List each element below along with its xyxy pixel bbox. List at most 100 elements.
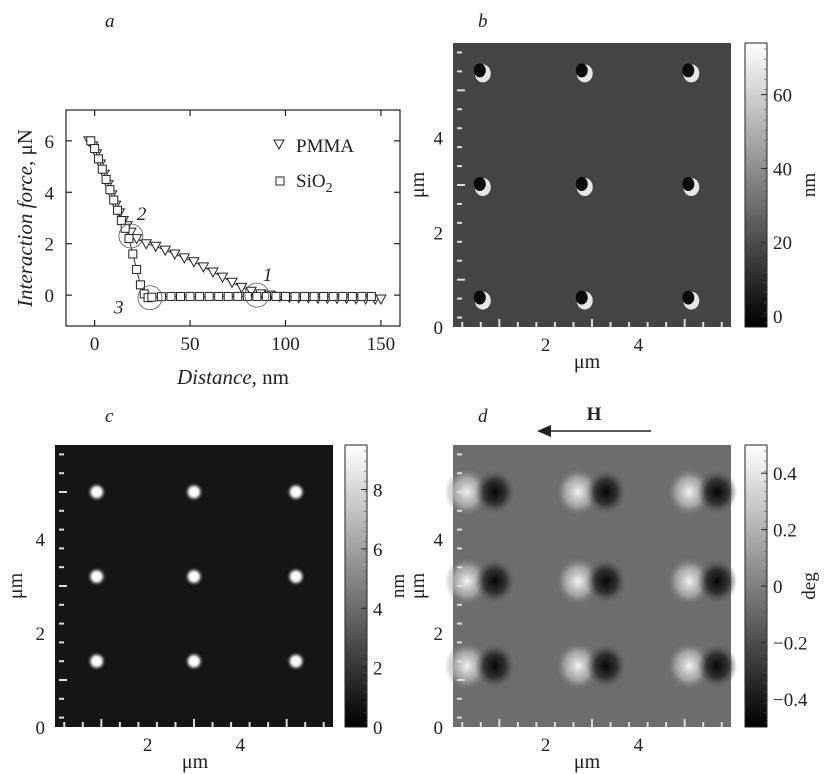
x-ruler-tick (248, 722, 251, 727)
x-ruler-tick (553, 722, 556, 727)
data-point-sio2 (204, 291, 214, 301)
y-ruler-tick (457, 184, 465, 186)
x-tick-label: 4 (236, 735, 246, 756)
x-ruler-tick (609, 322, 612, 327)
phase-dark-lobe (586, 559, 626, 604)
x-ruler-tick (100, 719, 103, 727)
dot-feature (682, 63, 695, 78)
x-tick-label: 100 (271, 334, 300, 355)
x-ruler-tick (267, 722, 270, 727)
y-tick-label: 4 (434, 129, 444, 150)
data-point-sio2 (347, 291, 357, 301)
colorbar-tick-label: 2 (373, 659, 383, 680)
x-tick-label: 4 (634, 735, 644, 756)
x-ruler-tick (230, 722, 233, 727)
y-tick-label: 2 (434, 223, 444, 244)
colorbar-tick-label: 8 (373, 481, 383, 502)
x-ruler-tick (591, 719, 593, 727)
dot-feature (473, 63, 486, 78)
panel-a-xlabel: Distance, nm (176, 365, 289, 389)
data-point-pmma (168, 249, 181, 261)
data-point-sio2 (105, 185, 115, 195)
dot-feature (682, 290, 695, 305)
x-ruler-tick (461, 722, 464, 727)
colorbar-tick-label: 20 (773, 233, 792, 254)
annotation-circle (118, 223, 144, 249)
dot-feature (575, 290, 588, 305)
x-ruler-tick (461, 322, 464, 327)
x-tick-label: 2 (143, 735, 153, 756)
phase-dark-lobe (586, 643, 626, 688)
x-ruler-tick (211, 722, 214, 727)
colorbar-tick-label: 60 (773, 86, 792, 107)
colorbar-tick-label: 0 (373, 718, 383, 739)
panel-b-ylabel: μm (407, 171, 429, 198)
data-point-sio2 (319, 291, 329, 301)
annotation-circle (244, 282, 270, 308)
x-ruler-tick (479, 722, 482, 727)
data-point-sio2 (176, 291, 186, 301)
y-ruler-tick (457, 509, 462, 512)
panel-c-colorbar-unit: nm (388, 574, 409, 599)
x-ruler-tick (479, 322, 482, 327)
y-ruler-tick (457, 547, 462, 550)
data-point-sio2 (90, 144, 100, 154)
y-ruler-tick (457, 278, 465, 281)
bump-core (92, 488, 101, 496)
bump-core (92, 572, 101, 581)
y-ruler-tick (457, 146, 462, 149)
data-point-sio2 (93, 154, 103, 164)
panel-b-image: 2 4 0 2 4 (434, 43, 731, 356)
phase-dark-lobe (697, 470, 738, 514)
field-arrow: H (537, 404, 651, 437)
data-point-pmma (178, 253, 191, 264)
data-point-pmma (216, 272, 229, 284)
y-tick-label: 0 (45, 286, 55, 307)
x-ruler-tick (81, 722, 84, 727)
panel-d-xlabel: μm (574, 751, 601, 773)
data-point-sio2 (261, 291, 271, 301)
x-ruler-tick (720, 722, 723, 727)
data-point-sio2 (309, 291, 319, 301)
data-point-sio2 (135, 280, 145, 290)
x-ruler-tick (646, 722, 649, 727)
dot-feature (575, 63, 588, 78)
y-ruler-tick (457, 316, 462, 319)
dot-feature (473, 290, 486, 305)
x-ruler-tick (628, 722, 631, 727)
x-ruler-tick (553, 322, 556, 327)
y-ruler-tick (457, 491, 465, 493)
x-ruler-tick (304, 722, 307, 727)
x-tick-label: 2 (541, 335, 551, 356)
y-ruler-tick (457, 603, 462, 606)
y-ruler-tick (457, 297, 462, 300)
panel-a-legend: PMMA SiO2 (273, 136, 354, 196)
panel-b-colorbar (744, 42, 768, 328)
x-ruler-tick (63, 722, 66, 727)
panel-a-label: a (105, 11, 115, 32)
series-line-pmma (88, 140, 381, 300)
data-point-sio2 (120, 223, 130, 233)
x-ruler-tick (572, 722, 575, 727)
y-tick-label: 0 (36, 718, 46, 739)
y-tick-label: 4 (36, 530, 46, 551)
y-ruler-tick (59, 491, 67, 493)
y-ruler-tick (457, 70, 462, 73)
y-ruler-tick (59, 585, 67, 587)
bump-core (190, 572, 198, 581)
panel-a-plot: 0 50 100 150 0 2 4 6 1 2 3 (45, 109, 401, 355)
phase-dark-lobe (474, 643, 515, 688)
legend-label-sio2: SiO2 (296, 171, 333, 196)
data-point-sio2 (214, 291, 224, 301)
bump-core (291, 572, 300, 581)
data-point-pmma (130, 234, 143, 245)
bump-core (291, 657, 300, 666)
x-ruler-tick (665, 322, 668, 327)
y-ruler-tick (59, 622, 64, 625)
panel-c-label: c (105, 406, 114, 427)
field-arrow-head (537, 425, 551, 437)
bump-core (92, 657, 101, 666)
x-ruler-tick (683, 319, 686, 327)
x-ruler-tick (516, 722, 519, 727)
bump-core (291, 488, 300, 496)
